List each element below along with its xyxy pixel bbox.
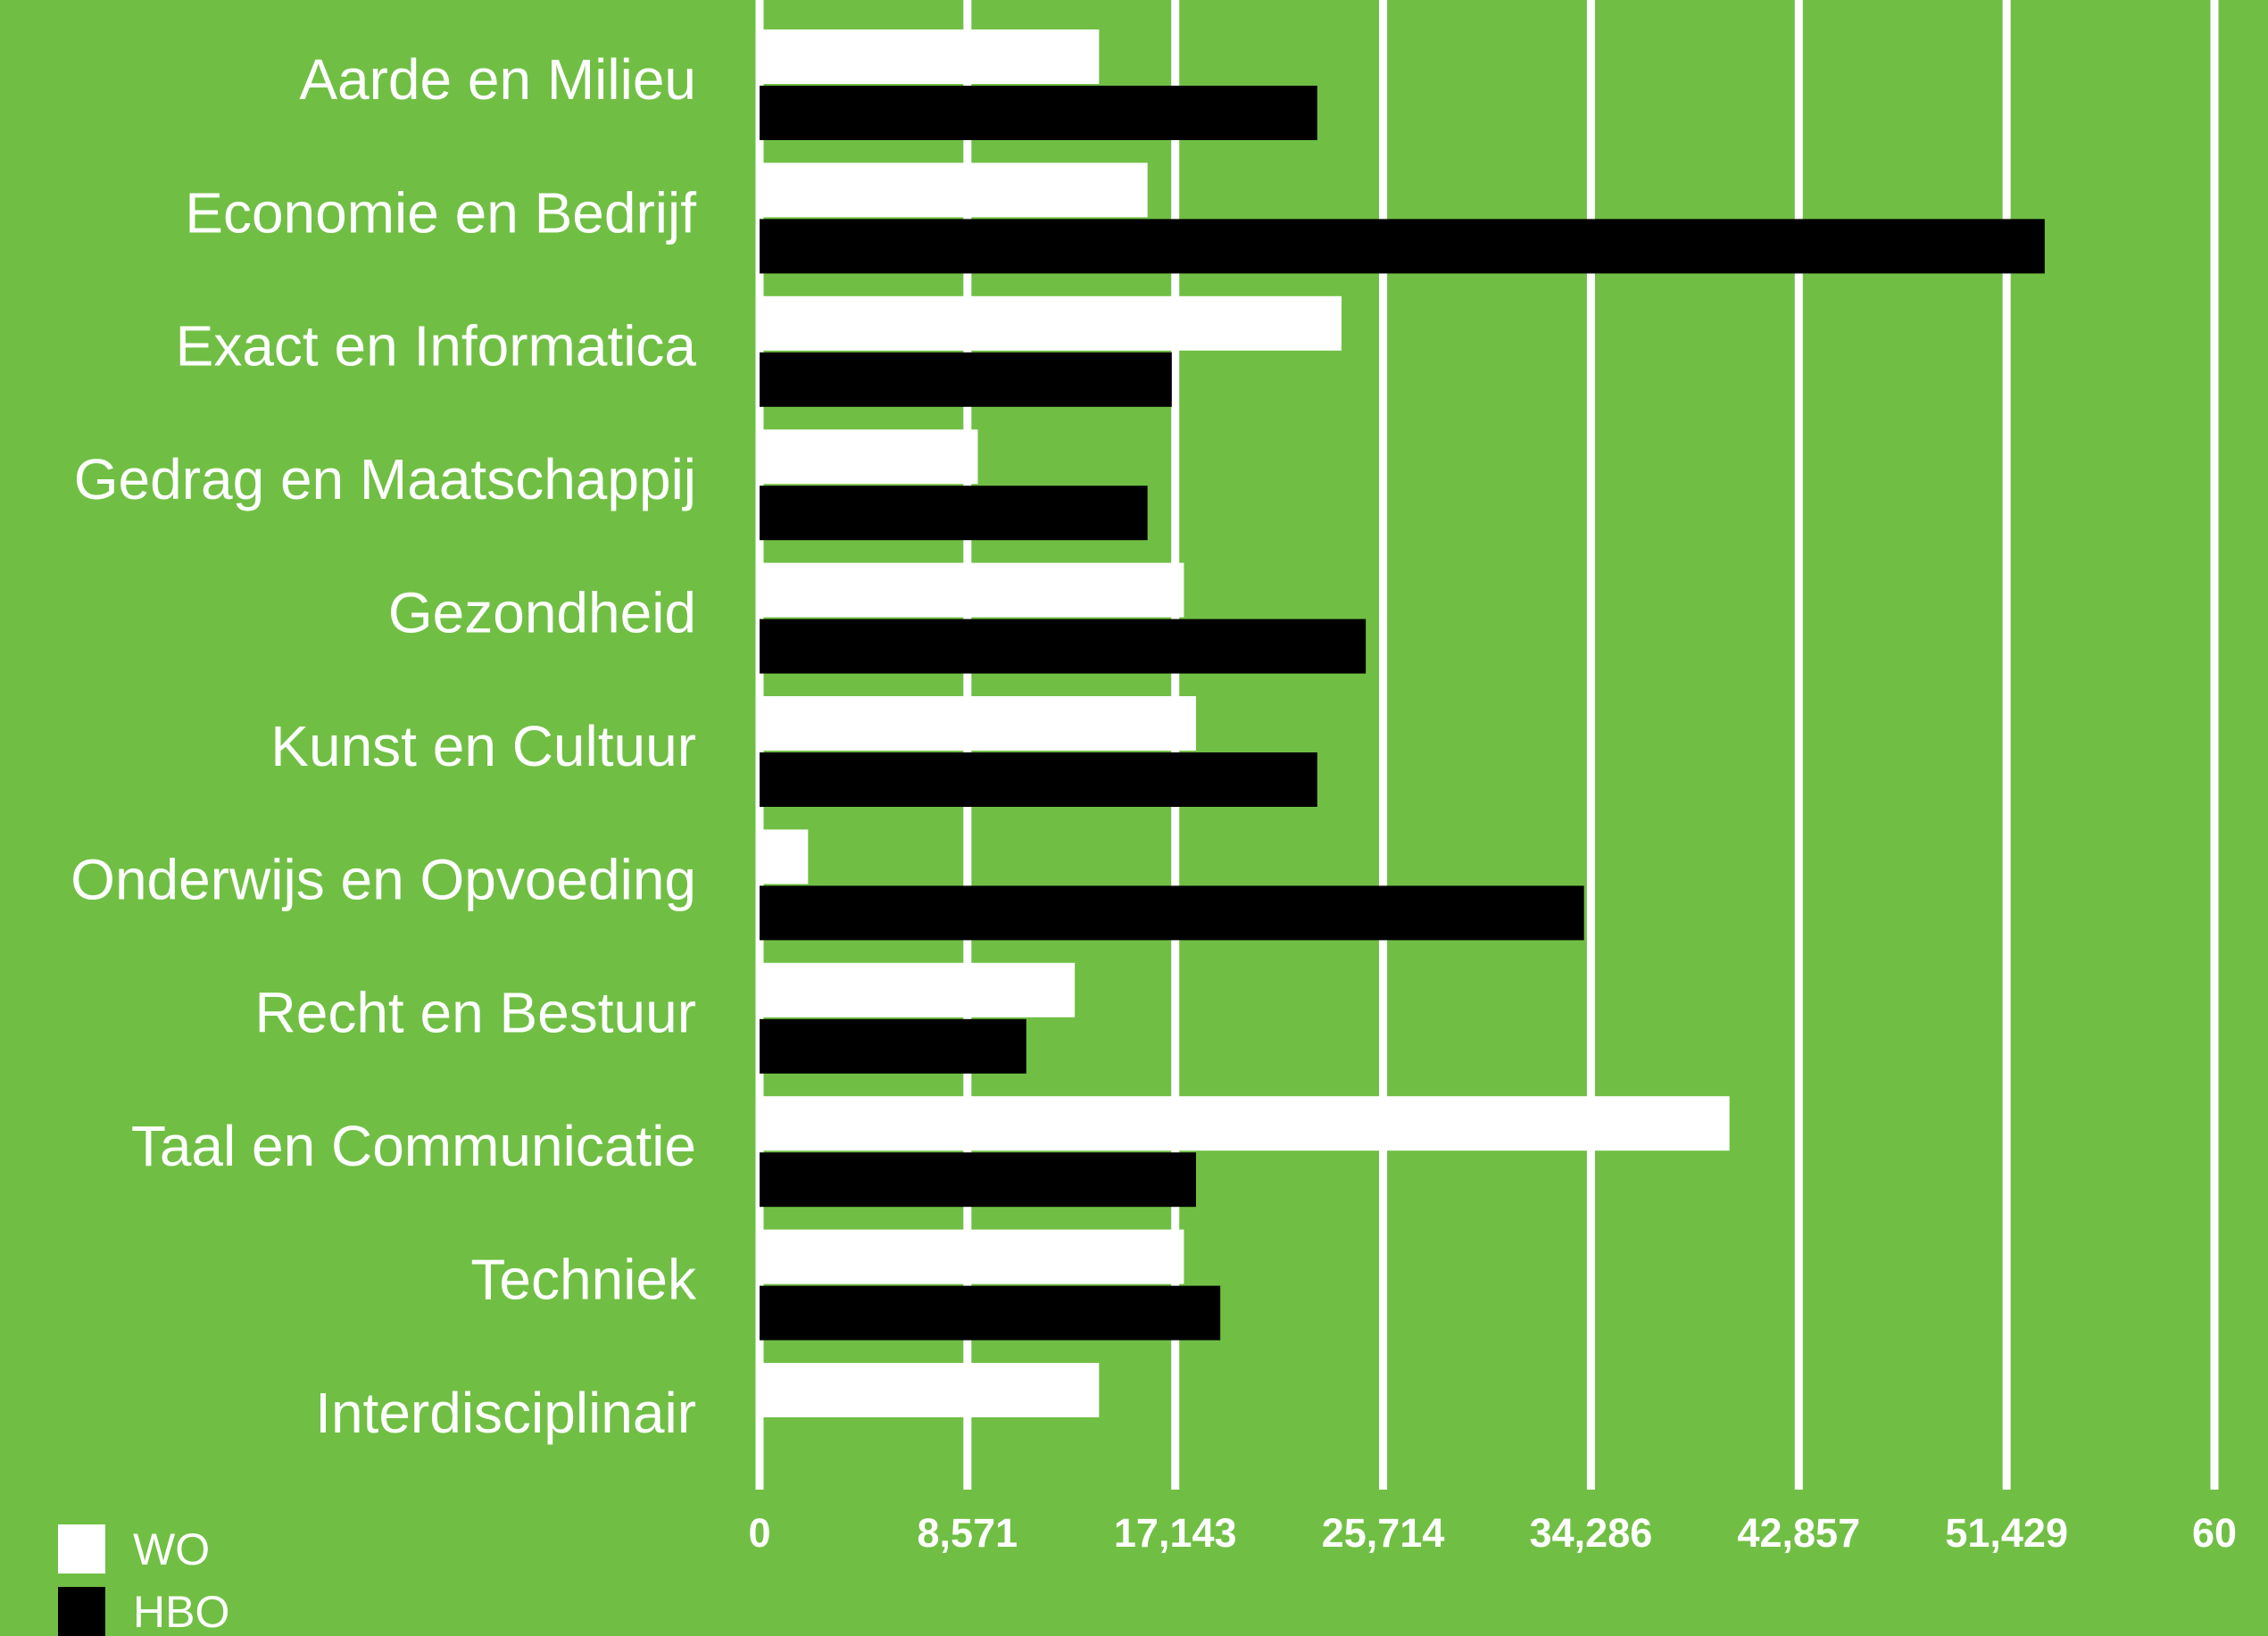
- bar: [760, 162, 1148, 218]
- legend-label: HBO: [133, 1587, 229, 1636]
- bar: [760, 619, 1367, 674]
- x-tick-label: 8,571: [918, 1510, 1018, 1556]
- x-tick-label: 42,857: [1737, 1510, 1860, 1556]
- bar: [760, 429, 978, 485]
- category-label: Onderwijs en Opvoeding: [71, 847, 696, 911]
- category-label: Kunst en Cultuur: [270, 714, 696, 778]
- bar: [760, 1229, 1184, 1284]
- legend-swatch: [58, 1524, 105, 1574]
- category-label: Gedrag en Maatschappij: [74, 447, 696, 511]
- x-tick-label: 51,429: [1945, 1510, 2068, 1556]
- category-label: Recht en Bestuur: [255, 981, 697, 1045]
- legend-label: WO: [133, 1524, 210, 1574]
- bar: [760, 1152, 1196, 1208]
- x-tick-label: 17,143: [1114, 1510, 1237, 1556]
- bar: [760, 752, 1317, 807]
- bar: [760, 1018, 1026, 1074]
- category-label: Exact en Informatica: [176, 314, 697, 378]
- category-label: Gezondheid: [388, 581, 696, 645]
- bar: [760, 295, 1342, 351]
- bar: [760, 885, 1584, 941]
- bar: [760, 696, 1196, 751]
- legend-swatch: [58, 1587, 105, 1636]
- bar: [760, 1096, 1730, 1151]
- bar: [760, 562, 1184, 618]
- x-tick-label: 34,286: [1530, 1510, 1653, 1556]
- bar: [760, 1363, 1100, 1417]
- bar: [760, 219, 2045, 274]
- bar: [760, 1285, 1221, 1341]
- x-tick-label: 0: [748, 1510, 770, 1556]
- category-label: Aarde en Milieu: [299, 47, 696, 112]
- category-label: Techniek: [470, 1248, 697, 1312]
- bar: [760, 829, 809, 884]
- bar: [760, 962, 1076, 1017]
- bar: [760, 486, 1148, 541]
- category-label: Taal en Communicatie: [131, 1114, 696, 1178]
- category-label: Interdisciplinair: [315, 1381, 696, 1445]
- bar: [760, 86, 1317, 140]
- bar: [760, 352, 1172, 407]
- x-tick-label: 25,714: [1322, 1510, 1445, 1556]
- category-label: Economie en Bedrijf: [185, 180, 696, 245]
- bar: [760, 29, 1100, 84]
- x-tick-label: 60: [2192, 1510, 2237, 1556]
